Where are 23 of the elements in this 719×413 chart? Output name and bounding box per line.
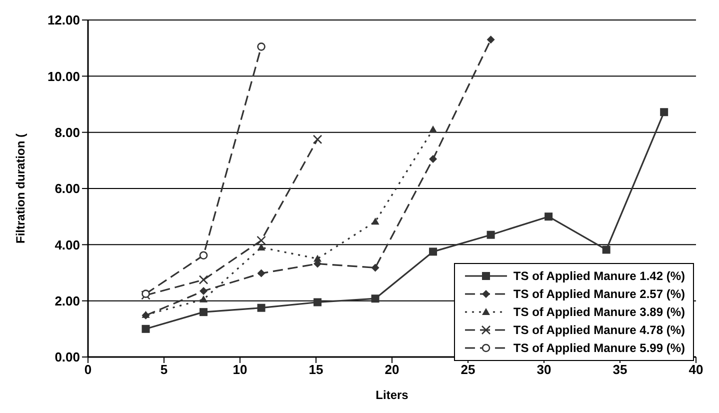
x-tick-label: 5 — [160, 362, 168, 378]
legend-label: TS of Applied Manure 3.89 (%) — [513, 305, 685, 319]
x-tick-label: 25 — [460, 362, 476, 378]
x-tick-label: 20 — [384, 362, 400, 378]
legend-label: TS of Applied Manure 1.42 (%) — [513, 269, 685, 283]
legend-label: TS of Applied Manure 2.57 (%) — [513, 287, 685, 301]
y-axis-title: Filtration duration ( — [13, 134, 28, 244]
legend-label: TS of Applied Manure 5.99 (%) — [513, 341, 685, 355]
x-tick-label: 10 — [232, 362, 248, 378]
legend-label: TS of Applied Manure 4.78 (%) — [513, 323, 685, 337]
y-tick-label: 12.00 — [47, 12, 80, 28]
x-tick-label: 35 — [612, 362, 628, 378]
y-tick-label: 6.00 — [54, 181, 80, 196]
x-tick-label: 30 — [536, 362, 552, 378]
y-tick-label: 2.00 — [54, 293, 80, 308]
x-axis-title: Liters — [376, 388, 409, 402]
x-tick-label: 40 — [688, 362, 704, 378]
y-tick-label: 8.00 — [54, 124, 80, 140]
x-tick-label: 0 — [84, 362, 92, 378]
y-tick-label: 10.00 — [47, 68, 80, 84]
y-tick-label: 4.00 — [54, 237, 80, 252]
y-tick-label: 0.00 — [54, 350, 80, 365]
x-tick-label: 15 — [308, 362, 324, 378]
